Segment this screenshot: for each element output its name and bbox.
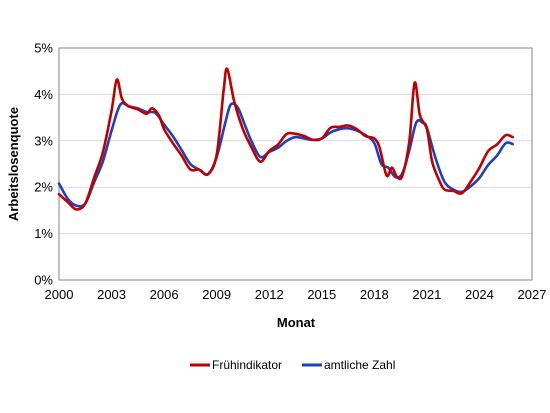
x-tick-label: 2024 xyxy=(465,287,494,302)
legend-label-fruehindikator: Frühindikator xyxy=(212,358,282,372)
y-tick-label: 0% xyxy=(34,273,53,288)
legend-label-amtliche-zahl: amtliche Zahl xyxy=(324,358,395,372)
x-tick-label: 2003 xyxy=(97,287,126,302)
y-tick-label: 4% xyxy=(34,87,53,102)
y-tick-label: 5% xyxy=(34,41,53,56)
series-lines xyxy=(57,67,515,211)
x-tick-label: 2021 xyxy=(412,287,441,302)
series-line-fruehindikator xyxy=(57,67,515,211)
x-tick-label: 2027 xyxy=(518,287,547,302)
y-tick-label: 3% xyxy=(34,133,53,148)
x-axis-tick-labels: 2000 2003 2006 2009 2012 2015 2018 2021 2024 2027 xyxy=(45,287,547,302)
y-axis-tick-labels: 0% 1% 2% 3% 4% 5% xyxy=(34,41,53,288)
x-tick-label: 2009 xyxy=(202,287,231,302)
x-tick-label: 2018 xyxy=(360,287,389,302)
y-tick-label: 1% xyxy=(34,226,53,241)
grid-lines xyxy=(59,93,532,235)
legend-item-fruehindikator: Frühindikator xyxy=(190,358,282,372)
y-axis-title: Arbeitslosenquote xyxy=(6,107,21,221)
plot-area-frame xyxy=(58,47,533,281)
x-tick-label: 2015 xyxy=(307,287,336,302)
x-tick-label: 2012 xyxy=(255,287,284,302)
y-tick-label: 2% xyxy=(34,180,53,195)
x-tick-label: 2000 xyxy=(45,287,74,302)
x-tick-label: 2006 xyxy=(150,287,179,302)
legend-item-amtliche-zahl: amtliche Zahl xyxy=(302,358,395,372)
legend: Frühindikator amtliche Zahl xyxy=(190,358,395,372)
x-axis-title: Monat xyxy=(277,315,316,330)
